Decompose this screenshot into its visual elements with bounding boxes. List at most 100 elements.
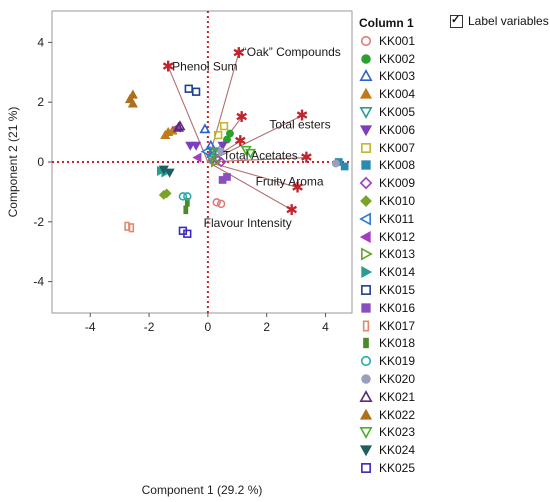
legend-item: KK021 xyxy=(359,388,449,406)
y-tick-label: -2 xyxy=(33,215,44,229)
score-point xyxy=(217,147,226,156)
score-point xyxy=(199,123,211,134)
legend-item: KK010 xyxy=(359,192,449,210)
variable-label: “Oak” Compounds xyxy=(243,45,341,59)
score-point xyxy=(127,89,138,99)
legend-item: KK005 xyxy=(359,103,449,121)
loading-marker: ✱ xyxy=(300,149,313,167)
label-variables-toggle[interactable]: ✓ Label variables xyxy=(450,14,549,28)
legend-items: KK001 KK002 KK003 KK004 KK005 KK006 KK007 KK008… xyxy=(359,32,449,477)
x-axis-label: Component 1 (29.2 %) xyxy=(142,483,263,497)
legend-item: KK012 xyxy=(359,228,449,246)
legend-label: KK019 xyxy=(379,354,416,369)
checkmark-icon: ✓ xyxy=(451,13,461,26)
score-point xyxy=(160,129,171,139)
score-point xyxy=(127,98,138,108)
legend-marker xyxy=(359,408,373,420)
score-point xyxy=(183,205,189,215)
score-point xyxy=(211,156,222,168)
legend-marker xyxy=(361,247,373,262)
loading-arrow xyxy=(207,161,298,188)
legend-label: KK002 xyxy=(379,51,416,66)
legend-label: KK024 xyxy=(379,443,416,458)
y-tick-label: 4 xyxy=(37,35,44,49)
legend-marker xyxy=(361,285,371,296)
loading-marker: ✱ xyxy=(234,132,247,150)
score-point xyxy=(184,198,190,207)
x-tick-label: 0 xyxy=(205,320,212,334)
score-point xyxy=(158,165,169,175)
legend-label: KK016 xyxy=(379,300,416,315)
score-point xyxy=(219,121,229,131)
legend-marker xyxy=(362,320,370,332)
legend-marker xyxy=(361,374,371,384)
legend-label: KK004 xyxy=(379,87,416,102)
legend-marker xyxy=(360,35,372,46)
legend-label: KK014 xyxy=(379,265,416,280)
legend-marker xyxy=(359,176,373,190)
variable-label: Fruity Aroma xyxy=(256,174,324,188)
score-point xyxy=(212,147,223,159)
legend-item: KK013 xyxy=(359,246,449,264)
variable-label: Phenol Sum xyxy=(172,59,237,73)
legend-marker xyxy=(360,195,372,207)
score-point xyxy=(217,141,228,151)
score-point xyxy=(206,148,217,161)
score-point xyxy=(192,152,202,163)
x-tick-label: 4 xyxy=(322,320,329,334)
score-point xyxy=(191,141,202,151)
legend: Column 1 KK001 KK002 KK003 KK004 KK005 KK006 K… xyxy=(359,14,449,477)
legend-item: KK006 xyxy=(359,121,449,139)
score-point xyxy=(340,162,349,171)
score-point xyxy=(216,199,226,209)
x-tick-label: 2 xyxy=(263,320,270,334)
legend-label: KK018 xyxy=(379,336,416,351)
legend-item: KK003 xyxy=(359,68,449,86)
legend-item: KK001 xyxy=(359,32,449,50)
legend-label: KK006 xyxy=(379,122,416,137)
legend-marker xyxy=(359,445,373,457)
legend-label: KK010 xyxy=(379,194,416,209)
legend-label: KK017 xyxy=(379,318,416,333)
x-tick-label: -4 xyxy=(85,320,96,334)
legend-label: KK021 xyxy=(379,389,416,404)
legend-label: KK012 xyxy=(379,229,416,244)
score-point xyxy=(331,159,340,168)
legend-item: KK025 xyxy=(359,459,449,477)
legend-label: KK022 xyxy=(379,407,416,422)
legend-item: KK018 xyxy=(359,335,449,353)
loading-marker: ✱ xyxy=(162,57,175,75)
loading-marker: ✱ xyxy=(232,44,245,62)
legend-marker xyxy=(361,266,373,279)
legend-marker xyxy=(359,212,371,226)
legend-label: KK023 xyxy=(379,425,416,440)
label-variables-checkbox[interactable]: ✓ xyxy=(450,13,463,28)
legend-marker xyxy=(361,303,371,313)
legend-item: KK014 xyxy=(359,263,449,281)
legend-marker xyxy=(359,427,373,440)
legend-label: KK007 xyxy=(379,140,416,155)
legend-title: Column 1 xyxy=(359,16,414,30)
axis-ticks: -4 -2 0 2 4 -4 -2 0 2 4 xyxy=(33,35,329,334)
legend-marker xyxy=(359,230,371,243)
legend-item: KK007 xyxy=(359,139,449,157)
legend-item: KK022 xyxy=(359,406,449,424)
score-point xyxy=(200,145,211,158)
legend-marker xyxy=(361,463,371,473)
legend-item: KK019 xyxy=(359,352,449,370)
legend-item: KK008 xyxy=(359,157,449,175)
y-tick-label: 2 xyxy=(37,95,44,109)
score-point xyxy=(214,130,223,140)
legend-label: KK013 xyxy=(379,247,416,262)
loading-arrow xyxy=(207,161,292,211)
label-variables-label: Label variables xyxy=(468,14,549,28)
legend-item: KK009 xyxy=(359,174,449,192)
legend-marker xyxy=(361,142,371,153)
loading-arrow xyxy=(167,66,209,163)
score-point xyxy=(225,129,234,138)
loading-marker: ✱ xyxy=(291,178,304,196)
legend-item: KK024 xyxy=(359,441,449,459)
y-tick-label: 0 xyxy=(37,155,44,169)
loading-marker: ✱ xyxy=(296,107,309,125)
legend-marker xyxy=(361,53,371,64)
